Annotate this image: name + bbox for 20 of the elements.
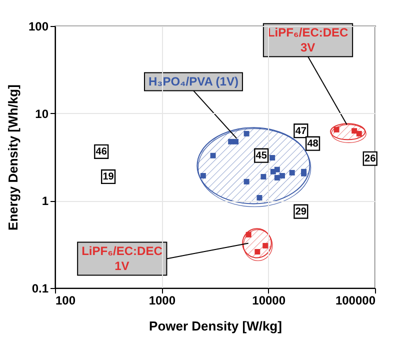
text: LiPF₆/EC:DEC 1V (82, 244, 163, 274)
x-tick-label: 100000 (335, 294, 376, 308)
y-axis-title: Energy Density [Wh/kg] (5, 84, 20, 230)
x-axis-title: Power Density [W/kg] (149, 318, 282, 334)
series-label: 45 (256, 150, 268, 162)
series-label: 19 (102, 172, 114, 183)
series-label: 26 (364, 154, 376, 165)
y-tick-label: 10 (35, 106, 49, 121)
y-tick-label: 0.1 (32, 282, 49, 296)
y-tick-label: 100 (28, 20, 49, 34)
text: H₃PO₄/PVA (1V) (148, 74, 238, 89)
x-tick-label: 10000 (252, 294, 286, 308)
y-tick-label: 1 (42, 194, 49, 208)
x-tick-label: 100 (56, 294, 76, 308)
text: LiPF₆/EC:DEC 3V (267, 26, 349, 55)
series-label: 47 (295, 126, 307, 137)
series-label: 29 (295, 206, 307, 218)
series-label: 46 (96, 146, 108, 158)
series-label: 48 (307, 138, 319, 150)
x-tick-label: 1000 (148, 294, 176, 308)
